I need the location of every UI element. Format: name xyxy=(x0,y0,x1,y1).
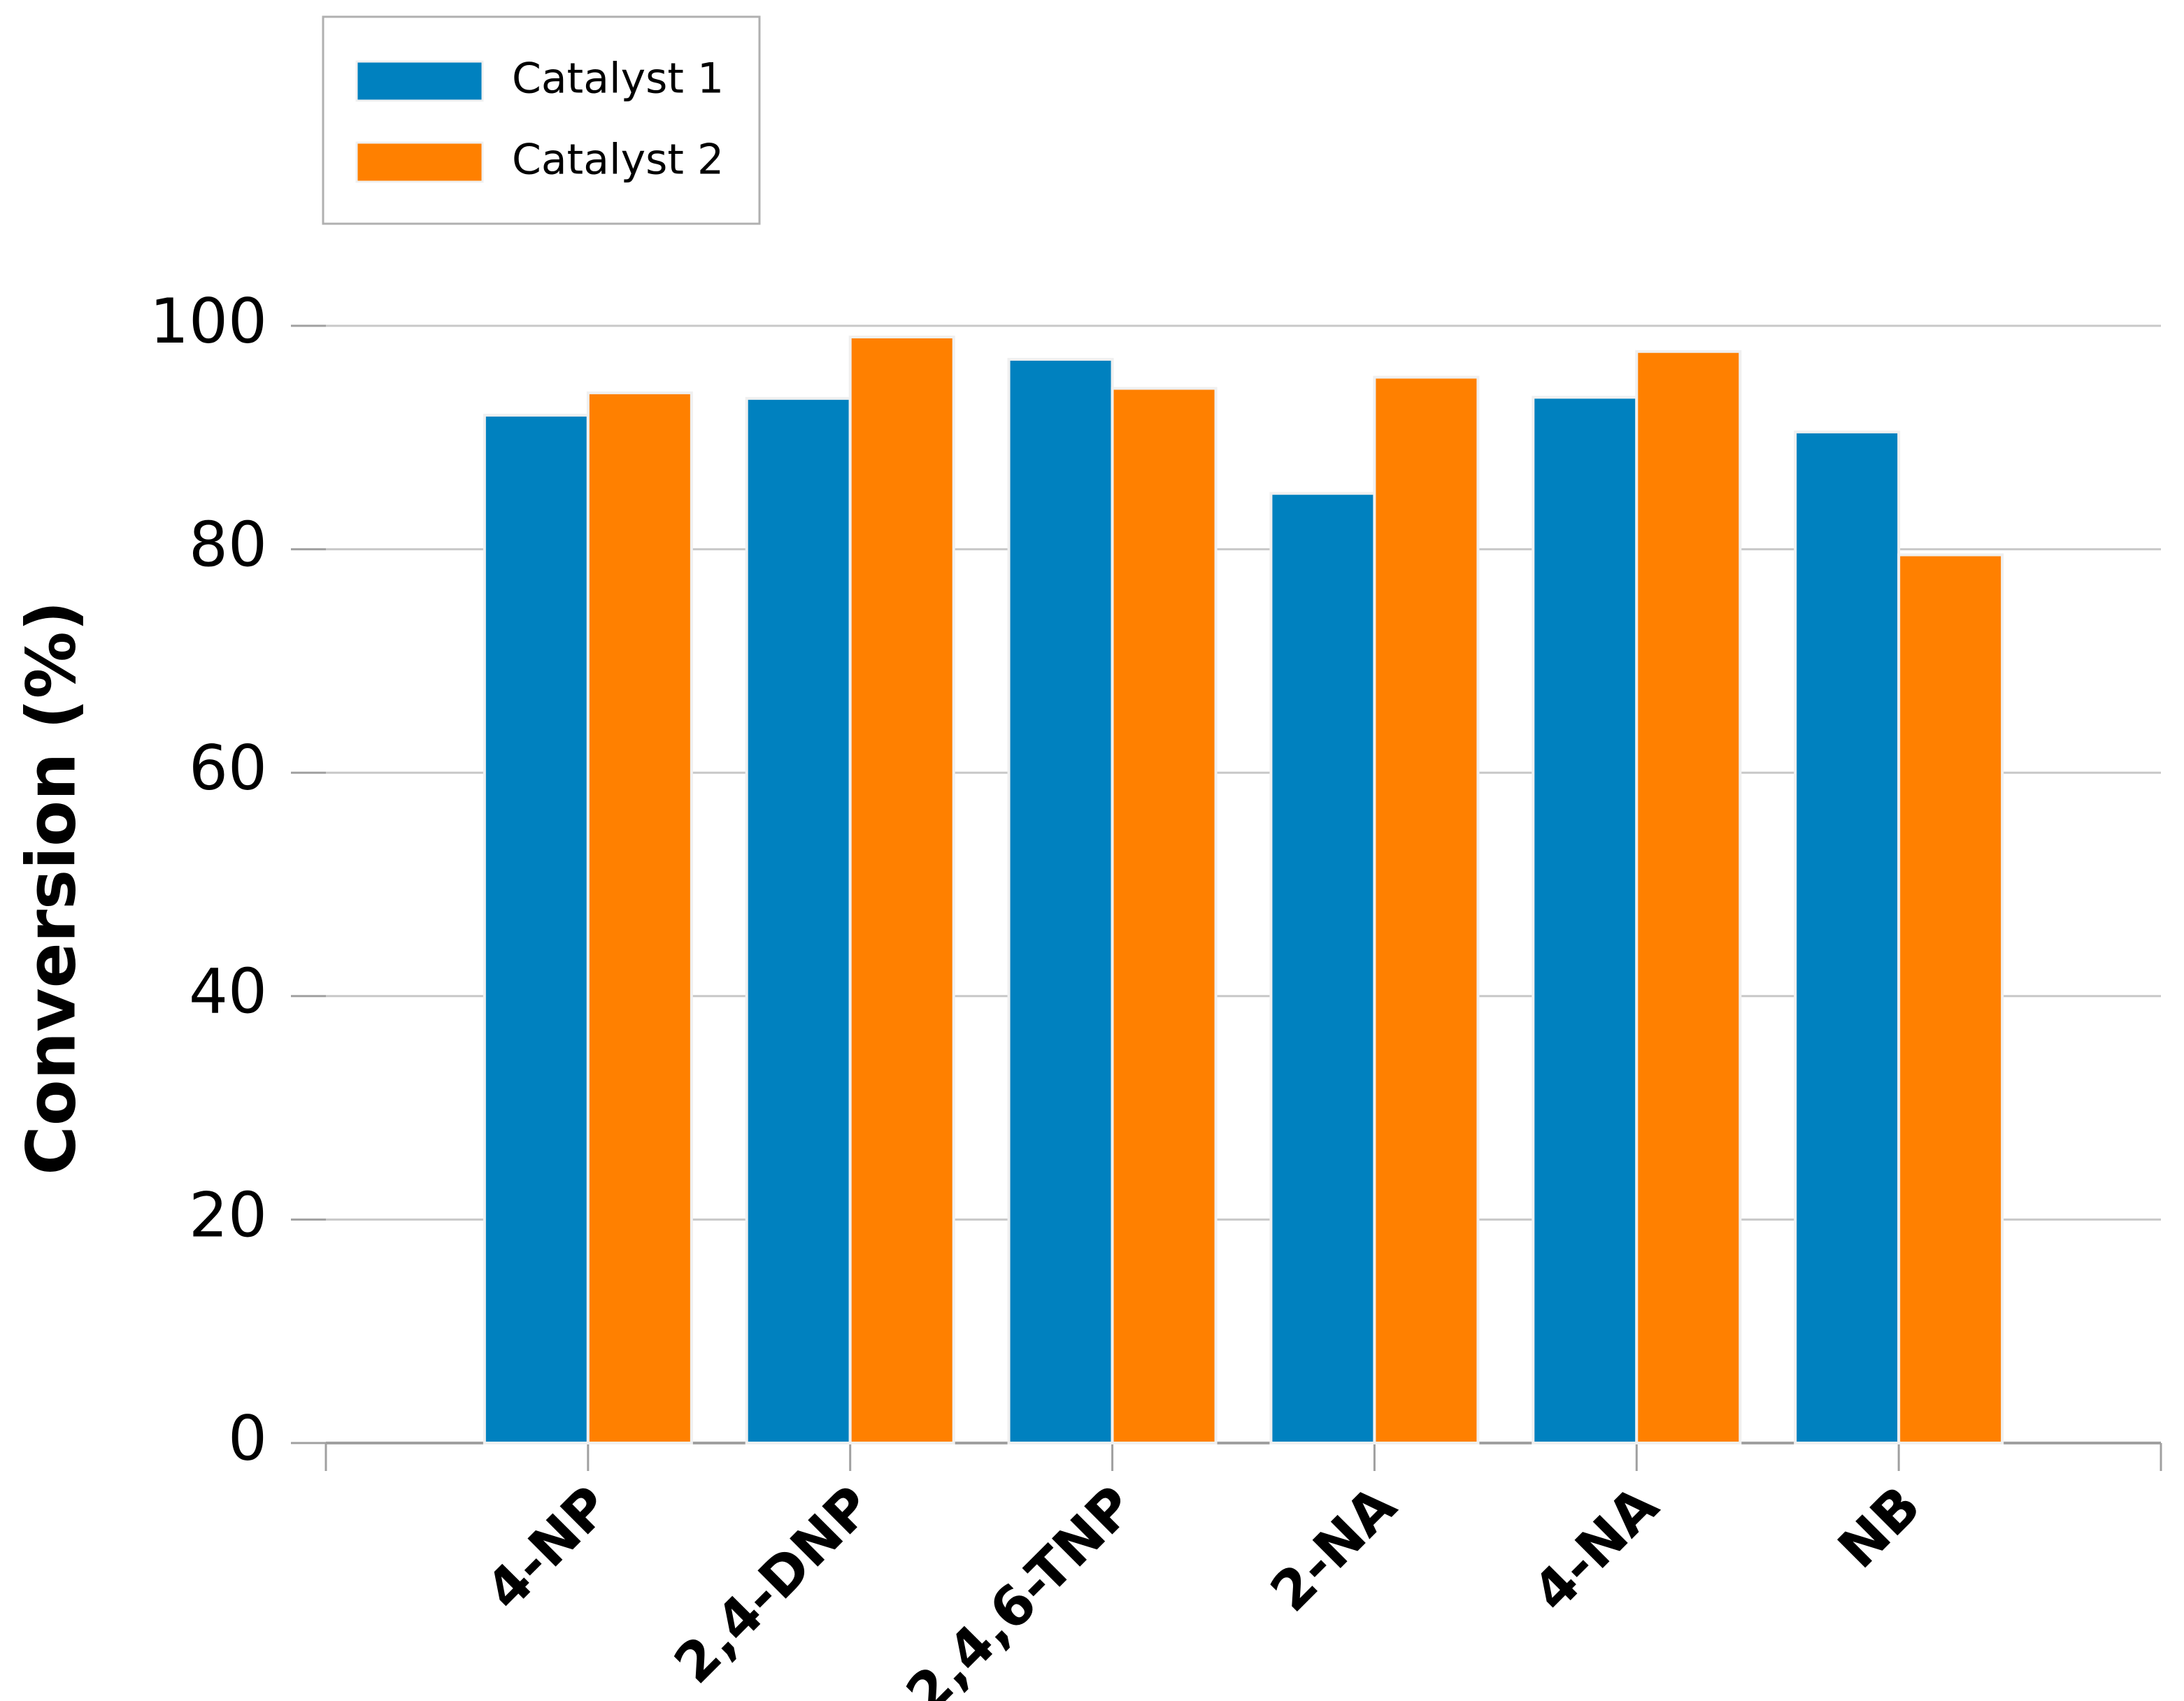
legend-box xyxy=(322,15,761,225)
x-tick-label: NB xyxy=(1827,1474,1933,1581)
bar xyxy=(1373,375,1480,1444)
y-tick-label: 0 xyxy=(228,1402,267,1474)
bar xyxy=(1897,553,2004,1445)
bar xyxy=(745,396,852,1444)
x-tick-label: 2,4-DNP xyxy=(663,1474,885,1696)
y-tick-label: 60 xyxy=(189,732,267,804)
legend-swatch xyxy=(355,60,484,102)
y-axis-title: Conversion (%) xyxy=(12,601,90,1175)
legend-label: Catalyst 1 xyxy=(512,55,724,103)
x-tick-label: 2,4,6-TNP xyxy=(895,1474,1147,1701)
bar xyxy=(1532,396,1639,1444)
x-tick-label: 4-NA xyxy=(1521,1474,1671,1624)
y-tick-label: 20 xyxy=(189,1179,267,1251)
y-tick-label: 80 xyxy=(189,509,267,581)
bar xyxy=(586,391,693,1444)
bar xyxy=(1007,357,1114,1445)
x-tick-label: 4-NP xyxy=(474,1474,622,1622)
y-tick-label: 40 xyxy=(189,956,267,1028)
bar xyxy=(483,413,590,1445)
bar xyxy=(1794,430,1901,1444)
bar xyxy=(1111,387,1218,1444)
x-tick-label: 2-NA xyxy=(1259,1474,1408,1624)
legend-label: Catalyst 2 xyxy=(512,136,724,185)
bar xyxy=(848,335,955,1445)
bar xyxy=(1269,491,1376,1445)
bar xyxy=(1635,350,1742,1444)
y-tick-label: 100 xyxy=(150,285,267,357)
legend-swatch xyxy=(355,141,484,183)
